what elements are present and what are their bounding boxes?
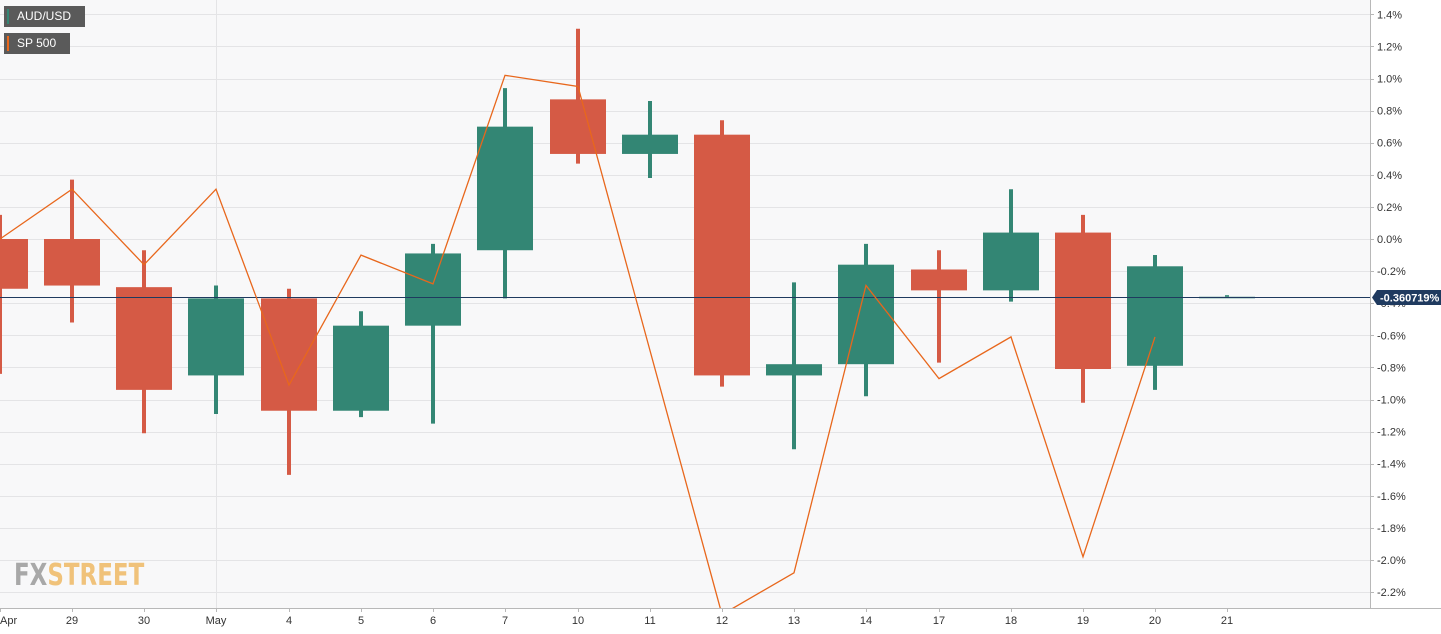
y-tick-label: -1.2% <box>1377 427 1406 439</box>
x-tick-label: 17 <box>933 615 945 627</box>
y-tick-label: 0.6% <box>1377 138 1402 150</box>
x-axis-area <box>0 609 1370 634</box>
candle-body <box>1055 232 1111 370</box>
candle-body <box>766 364 822 376</box>
legend-label-sp500: SP 500 <box>17 36 57 50</box>
candle-body <box>694 134 750 376</box>
x-tick-label: 7 <box>502 615 508 627</box>
y-tick-label: 1.4% <box>1377 9 1402 21</box>
y-tick-label: -2.2% <box>1377 587 1406 599</box>
x-tick-label: 30 <box>138 615 150 627</box>
y-tick-label: -0.8% <box>1377 362 1406 374</box>
current-value-label: -0.360719% <box>1380 293 1440 305</box>
x-tick-label: May <box>206 615 227 627</box>
y-tick-label: -1.8% <box>1377 523 1406 535</box>
current-value-badge <box>1372 290 1441 305</box>
candle-body <box>983 232 1039 291</box>
x-tick-label: 14 <box>860 615 872 627</box>
y-tick-label: 0.8% <box>1377 106 1402 118</box>
y-tick-label: -2.0% <box>1377 555 1406 567</box>
candle-body <box>116 287 172 390</box>
x-tick-label: 20 <box>1149 615 1161 627</box>
candle-body <box>0 239 28 289</box>
x-tick-label: 5 <box>358 615 364 627</box>
x-tick-label: Apr <box>0 615 17 627</box>
y-tick-label: -1.4% <box>1377 459 1406 471</box>
candle-body <box>838 264 894 365</box>
fxstreet-logo: FXSTREET <box>14 558 144 593</box>
y-tick-label: 0.2% <box>1377 202 1402 214</box>
y-tick-label: -0.2% <box>1377 266 1406 278</box>
legend-swatch-sp500 <box>7 36 9 51</box>
x-tick-label: 4 <box>286 615 292 627</box>
legend-item-sp500[interactable]: SP 500 <box>4 33 71 54</box>
y-tick-label: -1.6% <box>1377 491 1406 503</box>
y-tick-label: 1.0% <box>1377 74 1402 86</box>
y-tick-label: 0.0% <box>1377 234 1402 246</box>
x-tick-label: 12 <box>716 615 728 627</box>
candle-body <box>622 134 678 154</box>
candle-body <box>333 325 389 411</box>
candle-body <box>405 253 461 326</box>
candle-body <box>550 99 606 154</box>
logo-fx: FX <box>14 558 48 593</box>
logo-street: STREET <box>47 558 145 593</box>
legend-item-audusd[interactable]: AUD/USD <box>4 6 86 27</box>
x-tick-label: 29 <box>66 615 78 627</box>
y-tick-label: -0.6% <box>1377 330 1406 342</box>
candle-body <box>477 126 533 251</box>
candle-body <box>1127 266 1183 366</box>
x-tick-label: 13 <box>788 615 800 627</box>
legend-label-audusd: AUD/USD <box>17 9 72 23</box>
x-tick-label: 18 <box>1005 615 1017 627</box>
candle-body <box>188 298 244 376</box>
x-tick-label: 19 <box>1077 615 1089 627</box>
candle-body <box>911 269 967 291</box>
x-tick-label: 21 <box>1221 615 1233 627</box>
x-tick-label: 11 <box>644 615 655 627</box>
candle-body <box>44 239 100 286</box>
x-tick-label: 6 <box>430 615 436 627</box>
legend-swatch-audusd <box>7 9 9 24</box>
y-tick-label: 1.2% <box>1377 41 1402 53</box>
sp500-line <box>0 74 1156 616</box>
y-tick-label: 0.4% <box>1377 170 1402 182</box>
x-tick-label: 10 <box>572 615 584 627</box>
candle-body <box>261 298 317 411</box>
y-tick-label: -1.0% <box>1377 395 1406 407</box>
